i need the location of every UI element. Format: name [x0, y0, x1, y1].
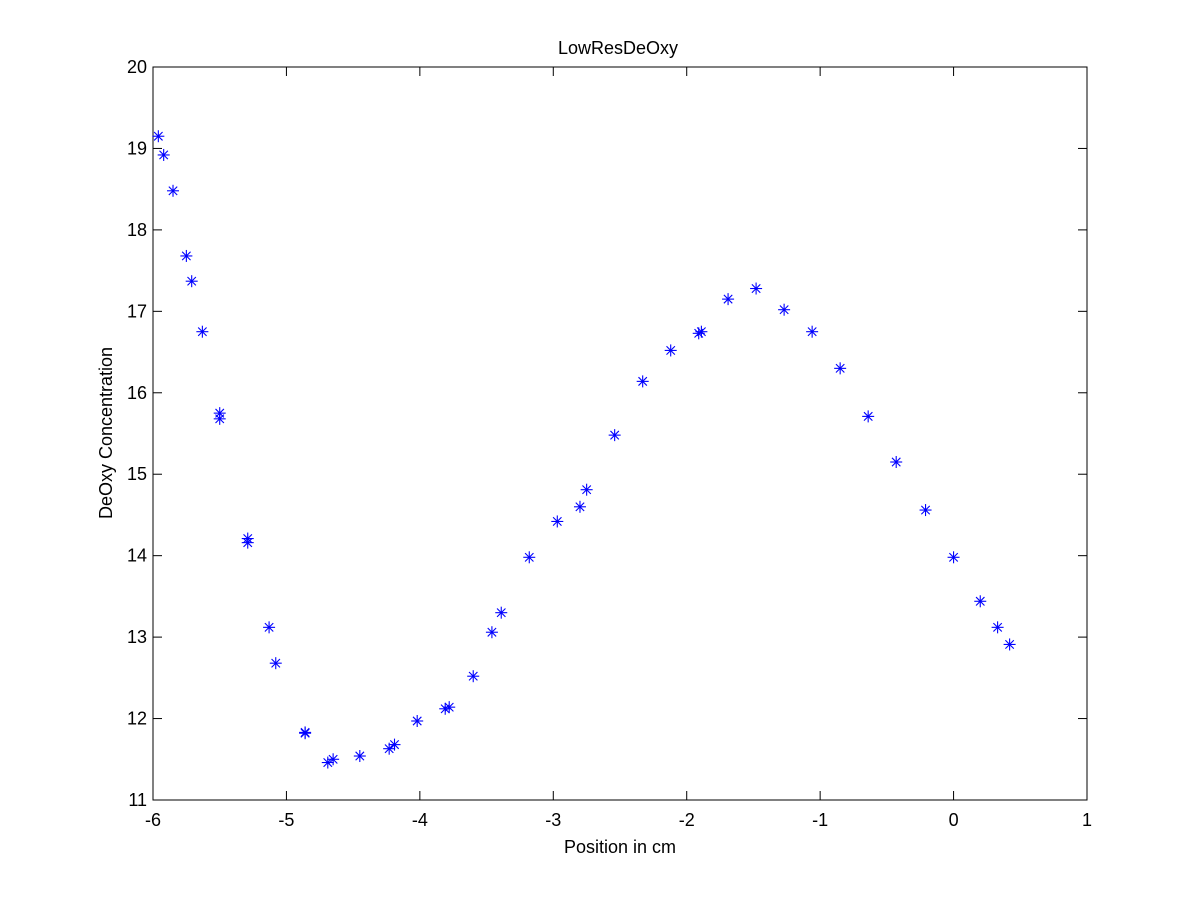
data-point	[947, 551, 960, 564]
data-point	[974, 595, 987, 608]
x-axis-title: Position in cm	[564, 837, 676, 857]
y-tick-label: 14	[127, 546, 147, 566]
data-point	[664, 344, 677, 357]
data-point	[353, 750, 366, 763]
data-point	[269, 657, 282, 670]
data-point	[608, 429, 621, 442]
y-tick-label: 18	[127, 220, 147, 240]
data-point	[834, 362, 847, 375]
x-tick-label: -5	[278, 810, 294, 830]
data-point	[196, 325, 209, 338]
data-point	[495, 606, 508, 619]
y-axis-title: DeOxy Concentration	[96, 347, 116, 519]
y-tick-label: 11	[128, 790, 147, 810]
data-point	[695, 325, 708, 338]
data-point	[722, 293, 735, 306]
y-tick-label: 15	[127, 464, 147, 484]
data-point	[778, 303, 791, 316]
data-point	[185, 275, 198, 288]
x-tick-label: -2	[679, 810, 695, 830]
data-point	[991, 621, 1004, 634]
data-point	[523, 551, 536, 564]
y-tick-label: 20	[127, 57, 147, 77]
data-point	[485, 626, 498, 639]
data-point	[299, 727, 312, 740]
data-point	[467, 670, 480, 683]
y-tick-label: 12	[127, 709, 147, 729]
data-point	[241, 536, 254, 549]
data-point	[213, 412, 226, 425]
x-tick-label: -4	[412, 810, 428, 830]
y-tick-label: 16	[127, 383, 147, 403]
x-tick-label: -6	[145, 810, 161, 830]
data-point	[180, 249, 193, 262]
data-point	[157, 148, 170, 161]
data-point	[862, 410, 875, 423]
data-point	[636, 375, 649, 388]
x-tick-label: -1	[812, 810, 828, 830]
y-tick-label: 19	[127, 138, 147, 158]
data-point	[580, 483, 593, 496]
data-point	[152, 130, 165, 143]
x-tick-label: -3	[545, 810, 561, 830]
data-point	[551, 515, 564, 528]
data-point	[327, 753, 340, 766]
data-points	[152, 130, 1016, 769]
data-point	[890, 456, 903, 469]
y-tick-label: 13	[127, 627, 147, 647]
data-point	[1003, 638, 1016, 651]
data-point	[388, 738, 401, 751]
plot-area	[152, 66, 1088, 801]
x-tick-label: 1	[1082, 810, 1092, 830]
data-point	[411, 714, 424, 727]
y-tick-label: 17	[127, 301, 147, 321]
chart-title: LowResDeOxy	[558, 38, 678, 58]
data-point	[443, 701, 456, 714]
data-point	[167, 184, 180, 197]
data-point	[919, 504, 932, 517]
x-tick-label: 0	[949, 810, 959, 830]
data-point	[806, 325, 819, 338]
data-point	[263, 621, 276, 634]
data-point	[573, 500, 586, 513]
data-point	[750, 282, 763, 295]
